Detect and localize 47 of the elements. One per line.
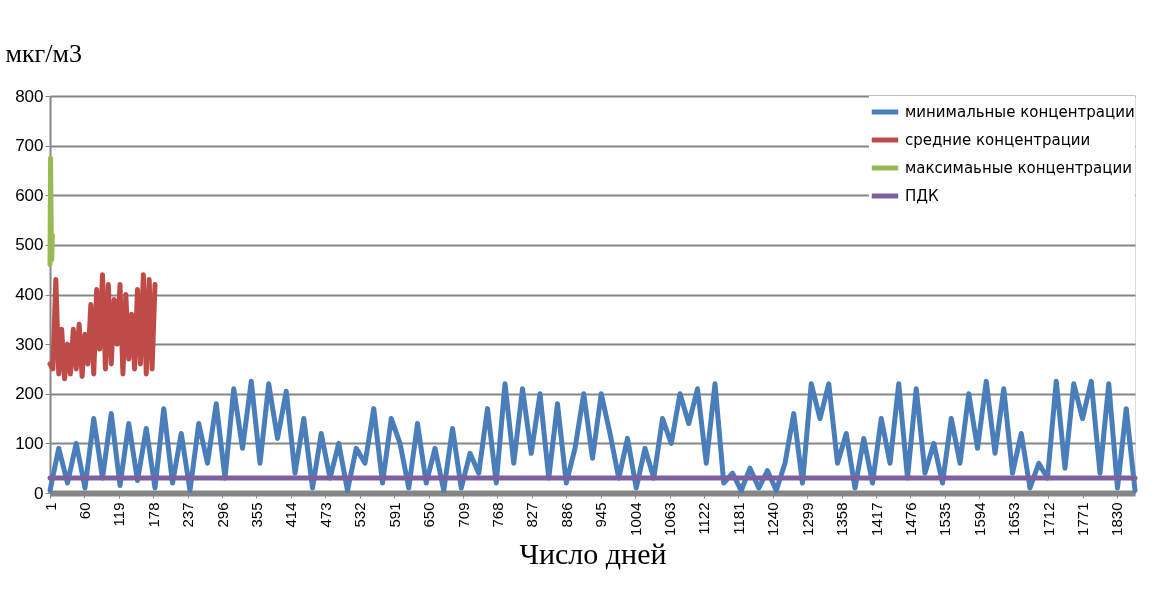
x-tick-label: 1594: [970, 502, 988, 536]
x-tick-label: 1181: [729, 502, 747, 535]
x-tick-label: 886: [557, 502, 575, 528]
y-tick-label: 100: [15, 433, 44, 453]
legend-label: ПДК: [905, 187, 939, 205]
x-tick-label: 1653: [1005, 502, 1023, 536]
x-tick-label: 945: [592, 502, 610, 528]
x-tick-label: 1: [41, 502, 59, 511]
x-tick-label: 709: [454, 502, 472, 528]
y-axis-title: мкг/м3: [5, 38, 82, 68]
x-tick-label: 296: [213, 502, 231, 528]
x-tick-label: 591: [385, 502, 403, 528]
x-tick-label: 650: [420, 502, 438, 528]
x-tick-label: 1240: [764, 502, 782, 536]
y-tick-label: 600: [15, 185, 44, 205]
x-tick-label: 60: [75, 502, 93, 520]
x-tick-label: 119: [110, 502, 128, 527]
x-tick-label: 355: [248, 502, 265, 528]
legend-label: средние концентрации: [905, 131, 1091, 149]
x-tick-label: 1535: [936, 502, 954, 536]
x-tick-label: 1830: [1108, 502, 1126, 536]
x-tick-label: 237: [179, 502, 197, 528]
y-tick-label: 0: [34, 483, 44, 503]
x-tick-label: 1122: [695, 502, 713, 535]
x-tick-label: 532: [351, 502, 369, 528]
x-tick-label: 1299: [798, 502, 816, 536]
x-tick-label: 1358: [833, 502, 851, 536]
x-tick-label: 1476: [901, 502, 919, 536]
x-tick-label: 414: [282, 502, 300, 528]
x-tick-label: 1063: [661, 502, 678, 536]
x-tick-label: 1771: [1074, 502, 1091, 536]
y-tick-label: 500: [15, 235, 44, 255]
legend-label: максимаьные концентрации: [905, 159, 1133, 177]
x-tick-label: 1417: [867, 502, 885, 536]
x-axis-title: Число дней: [519, 536, 667, 570]
y-tick-label: 800: [15, 86, 44, 106]
x-tick-label: 1004: [626, 502, 644, 536]
x-tick-label: 473: [316, 502, 334, 528]
y-tick-label: 200: [15, 384, 44, 404]
y-tick-label: 700: [15, 136, 44, 156]
x-tick-label: 768: [488, 502, 506, 528]
x-tick-label: 827: [523, 502, 541, 528]
y-tick-label: 400: [15, 285, 44, 304]
legend-label: минимальные концентрации: [905, 103, 1135, 121]
x-tick-label: 1712: [1039, 502, 1057, 536]
y-tick-label: 300: [15, 334, 44, 354]
x-tick-label: 178: [144, 502, 162, 528]
